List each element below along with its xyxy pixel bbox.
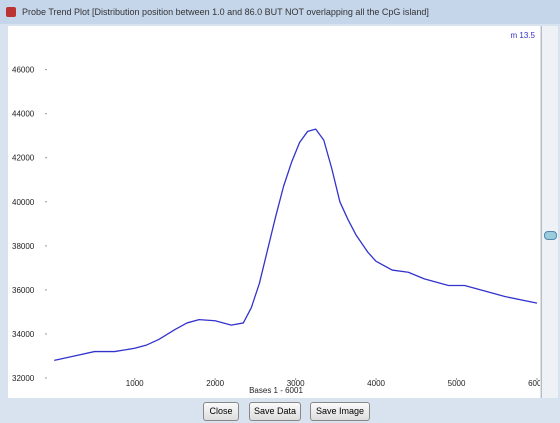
- annotation: m 13.5: [511, 31, 536, 40]
- y-tick-label: 36000: [12, 286, 35, 295]
- x-tick-label: 2000: [206, 379, 224, 388]
- trend-line: [54, 128, 538, 362]
- save-data-button[interactable]: Save Data: [249, 402, 301, 421]
- chart: m 13.5 Bases 1 - 6001 32000 34000 36000 380…: [8, 26, 540, 398]
- y-tick-label: 34000: [12, 330, 35, 339]
- title-bar: Probe Trend Plot [Distribution position …: [0, 0, 560, 24]
- scroll-thumb[interactable]: [544, 231, 557, 240]
- x-tick-label: 3000: [287, 379, 305, 388]
- y-tick-label: 42000: [12, 154, 35, 163]
- x-tick-label: 1000: [126, 379, 144, 388]
- y-tick-label: 32000: [12, 374, 35, 383]
- x-tick-label: 4000: [367, 379, 385, 388]
- app-icon: [6, 7, 16, 17]
- close-button[interactable]: Close: [203, 402, 239, 421]
- window-title: Probe Trend Plot [Distribution position …: [22, 7, 429, 17]
- y-tick-label: 44000: [12, 110, 35, 119]
- x-tick-label: 5000: [448, 379, 466, 388]
- plot-background: [8, 26, 540, 398]
- save-image-button[interactable]: Save Image: [310, 402, 370, 421]
- x-axis-label: Bases 1 - 6001: [249, 386, 303, 395]
- x-tick-label: 6000: [528, 379, 540, 388]
- y-tick-label: 38000: [12, 242, 35, 251]
- y-tick-label: 40000: [12, 198, 35, 207]
- scrollbar[interactable]: [541, 26, 558, 398]
- y-tick-label: 46000: [12, 66, 35, 75]
